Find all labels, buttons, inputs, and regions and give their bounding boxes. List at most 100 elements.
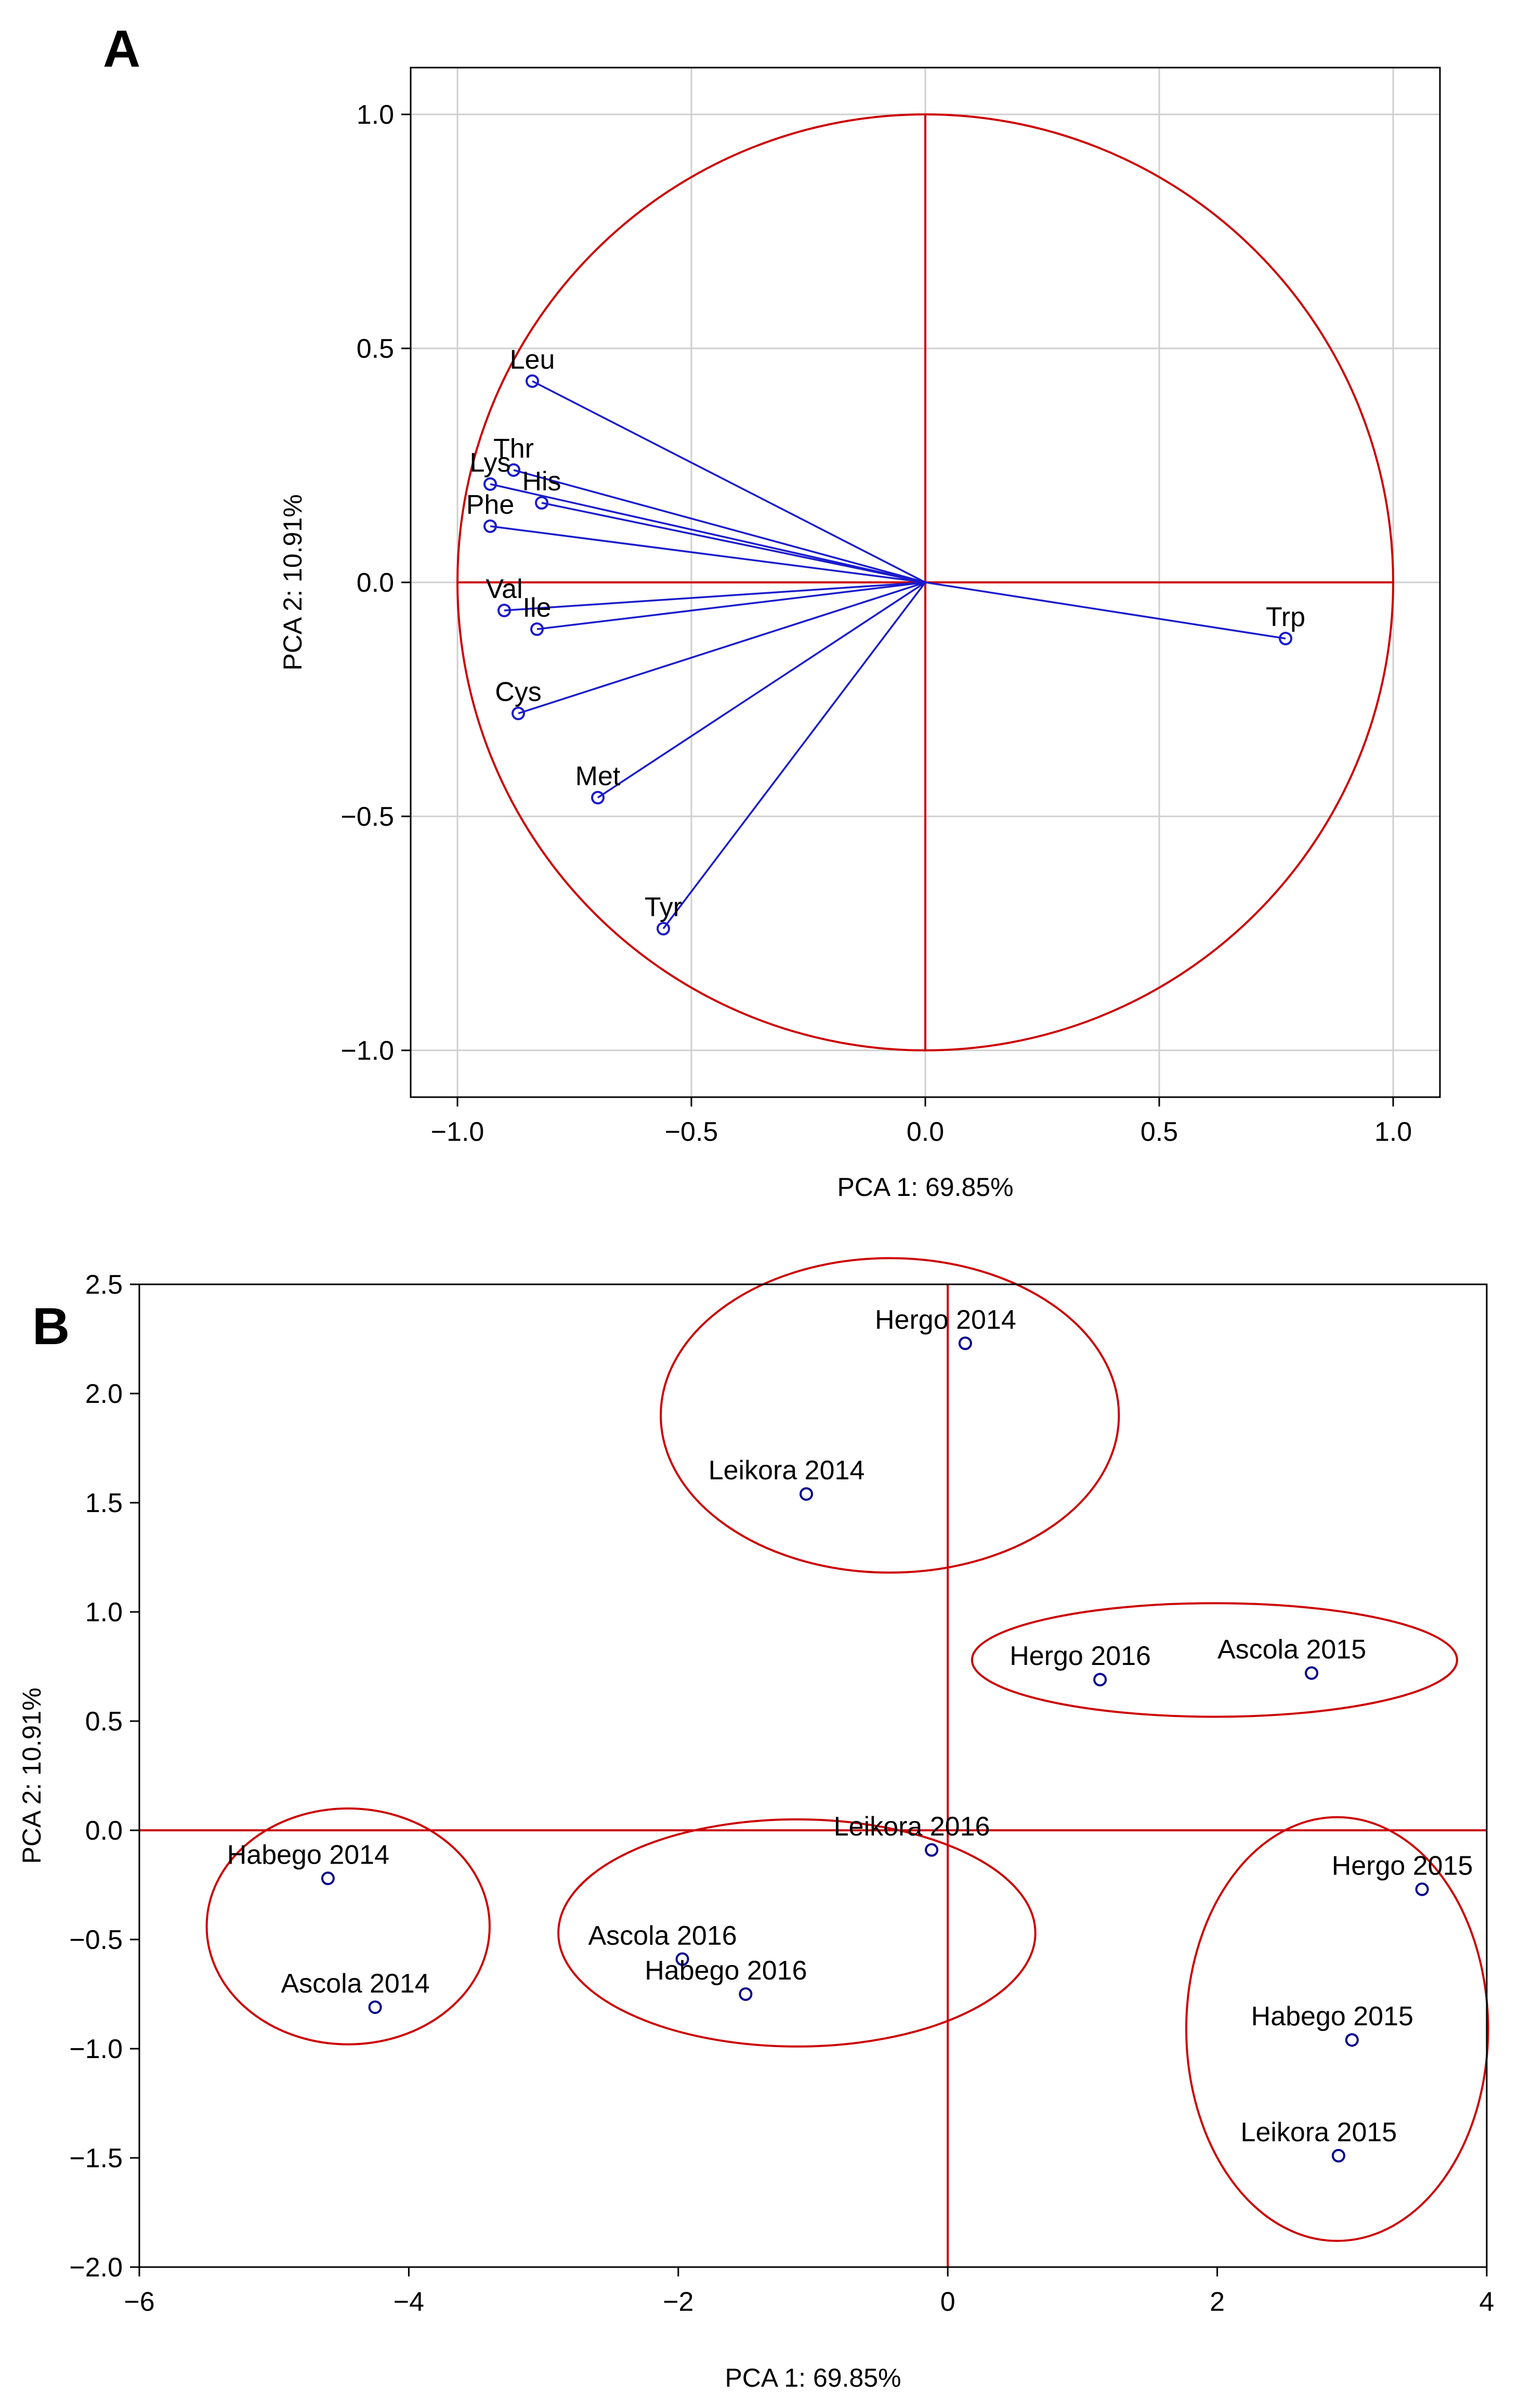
b-xtick-label-4: 2 <box>1210 2287 1225 2317</box>
b-ytick-label-3: −0.5 <box>69 1925 123 1955</box>
a-ytick-label-2: 0.0 <box>357 568 394 598</box>
b-point-ascola-2015 <box>1305 1666 1319 1680</box>
b-ellipse-group-right-bottom <box>1185 1816 1489 2242</box>
b-point-leikora-2015 <box>1331 2149 1345 2163</box>
a-vector-leu <box>532 380 926 583</box>
a-point-tyr <box>657 922 670 935</box>
b-label-leikora-2015: Leikora 2015 <box>1241 2117 1397 2147</box>
b-point-hergo-2014 <box>958 1336 972 1350</box>
a-vector-met <box>597 581 926 799</box>
a-point-leu <box>526 374 539 388</box>
a-vector-his <box>541 502 926 583</box>
b-label-hergo-2015: Hergo 2015 <box>1332 1851 1473 1881</box>
b-point-hergo-2015 <box>1415 1882 1429 1896</box>
b-point-habego-2016 <box>739 1987 753 2001</box>
a-vector-val <box>504 581 926 611</box>
b-label-leikora-2014: Leikora 2014 <box>709 1455 865 1486</box>
b-label-ascola-2016: Ascola 2016 <box>588 1921 737 1951</box>
b-point-habego-2015 <box>1345 2033 1359 2047</box>
b-xtick-label-3: 0 <box>940 2287 955 2317</box>
b-xtick-label-0: −6 <box>124 2287 154 2317</box>
b-label-ascola-2014: Ascola 2014 <box>281 1969 429 1999</box>
panel-a-y-ticks: −1.0 −0.5 0.0 0.5 1.0 <box>340 100 411 1066</box>
a-vector-thr <box>513 469 926 583</box>
panel-b-y-ticks: −2.0 −1.5 −1.0 −0.5 0.0 0.5 1.0 1.5 2.0 2.5 <box>69 1270 139 2283</box>
a-point-cys <box>512 707 525 720</box>
a-ytick-label-3: 0.5 <box>357 334 394 364</box>
panel-b-plot-frame <box>138 1283 1488 2268</box>
a-point-his <box>535 496 548 510</box>
panel-a-y-axis-title: PCA 2: 10.91% <box>278 494 307 670</box>
a-xtick-label-3: 0.5 <box>1141 1117 1178 1147</box>
a-label-val: Val <box>486 574 522 604</box>
a-ytick-label-0: −1.0 <box>340 1036 394 1066</box>
b-ellipse-group-top <box>660 1257 1120 1574</box>
a-label-cys: Cys <box>495 677 542 707</box>
a-label-thr: Thr <box>493 434 534 464</box>
b-label-ascola-2015: Ascola 2015 <box>1217 1635 1366 1665</box>
a-label-phe: Phe <box>466 490 515 520</box>
a-xtick-label-4: 1.0 <box>1374 1117 1412 1147</box>
panel-b-points <box>321 1336 1429 2163</box>
a-label-ile: Ile <box>523 593 552 623</box>
b-ytick-label-9: 2.5 <box>85 1270 123 1300</box>
panel-b-scores-plot: B Hergo 2014 Leikora 2014 Hergo 2016 Ascola… <box>17 1257 1494 2392</box>
a-point-thr <box>507 463 520 477</box>
b-ytick-label-4: 0.0 <box>85 1816 123 1846</box>
panel-a-points <box>483 374 1292 935</box>
a-point-met <box>591 791 605 804</box>
a-vector-lys <box>490 483 926 583</box>
a-point-val <box>497 604 511 617</box>
a-label-tyr: Tyr <box>645 892 682 922</box>
b-ytick-label-8: 2.0 <box>85 1379 123 1409</box>
b-point-habego-2014 <box>321 1871 335 1885</box>
a-xtick-label-0: −1.0 <box>431 1117 484 1147</box>
panel-a-loading-vectors <box>490 380 1286 930</box>
a-ytick-label-4: 1.0 <box>357 100 394 130</box>
b-ellipse-group-right-middle <box>971 1602 1458 1718</box>
b-xtick-label-2: −2 <box>663 2287 693 2317</box>
panel-b-origin-lines <box>139 1284 1487 2267</box>
a-ytick-label-1: −0.5 <box>340 802 394 832</box>
b-label-hergo-2016: Hergo 2016 <box>1010 1641 1151 1671</box>
b-label-habego-2015: Habego 2015 <box>1251 2001 1413 2032</box>
a-point-trp <box>1279 632 1292 645</box>
panel-b-x-axis-title: PCA 1: 69.85% <box>725 2363 901 2392</box>
a-label-his: His <box>522 466 561 497</box>
panel-b-letter: B <box>32 1297 70 1356</box>
a-xtick-label-2: 0.0 <box>907 1117 944 1147</box>
b-point-ascola-2014 <box>368 2000 382 2014</box>
a-label-leu: Leu <box>510 345 555 375</box>
panel-b-group-ellipses <box>205 1257 1489 2242</box>
panel-a-x-axis-title: PCA 1: 69.85% <box>837 1173 1013 1202</box>
a-point-phe <box>483 519 497 533</box>
a-label-met: Met <box>575 761 621 791</box>
b-label-habego-2016: Habego 2016 <box>645 1956 807 1986</box>
b-label-leikora-2016: Leikora 2016 <box>834 1812 990 1842</box>
b-point-leikora-2016 <box>925 1843 939 1857</box>
b-ellipse-group-left <box>205 1807 491 2046</box>
b-label-habego-2014: Habego 2014 <box>227 1840 389 1870</box>
b-point-hergo-2016 <box>1093 1673 1107 1687</box>
b-point-ascola-2016 <box>675 1952 689 1966</box>
panel-a-letter: A <box>103 20 140 78</box>
a-point-ile <box>530 622 544 636</box>
b-ytick-label-1: −1.5 <box>69 2143 123 2173</box>
a-vector-tyr <box>662 581 926 930</box>
a-point-lys <box>483 477 497 491</box>
a-vector-phe <box>490 525 926 583</box>
b-ytick-label-5: 0.5 <box>85 1707 123 1737</box>
b-ytick-label-6: 1.0 <box>85 1597 123 1628</box>
a-label-lys: Lys <box>470 448 511 478</box>
a-xtick-label-1: −0.5 <box>665 1117 718 1147</box>
b-ytick-label-2: −1.0 <box>69 2034 123 2064</box>
b-label-hergo-2014: Hergo 2014 <box>875 1305 1016 1335</box>
b-ellipse-group-center <box>557 1818 1037 2048</box>
b-point-leikora-2014 <box>800 1487 814 1501</box>
a-vector-cys <box>518 581 926 714</box>
a-label-trp: Trp <box>1266 602 1305 632</box>
b-xtick-label-1: −4 <box>394 2287 424 2317</box>
